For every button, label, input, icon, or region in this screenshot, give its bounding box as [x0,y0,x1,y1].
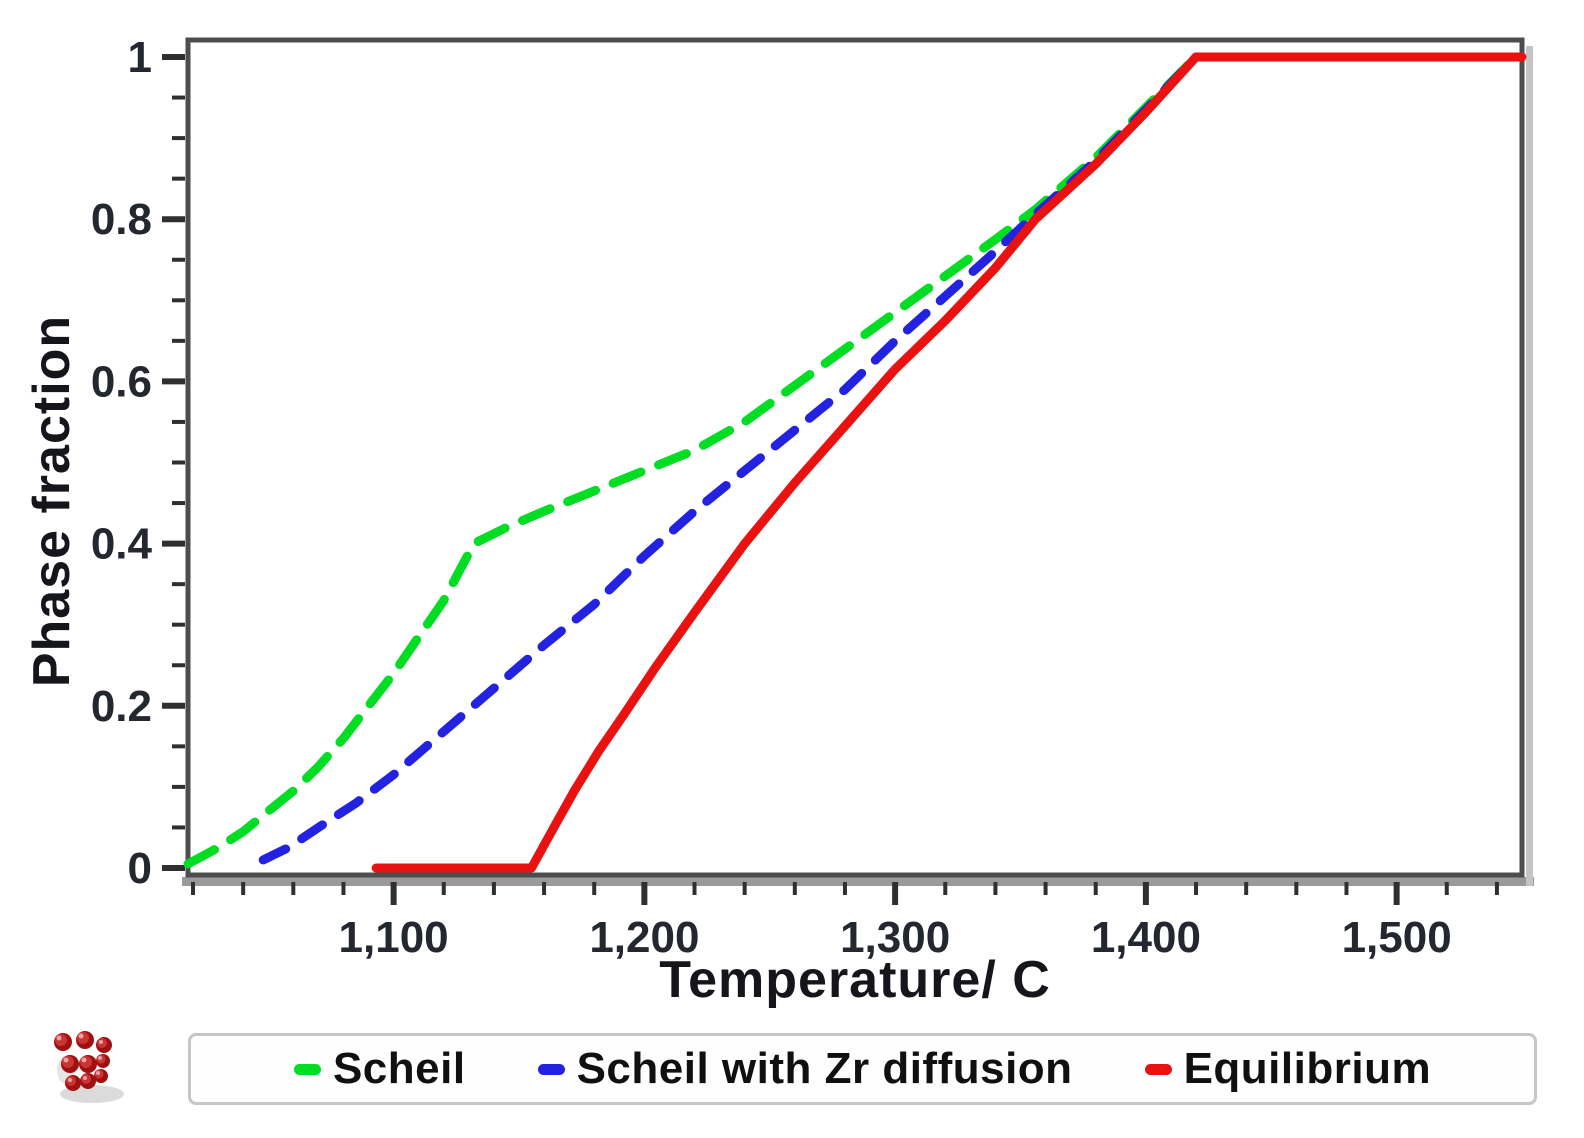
y-tick-label: 1 [128,33,152,82]
legend-swatch [293,1063,321,1075]
legend: Scheil Scheil with Zr diffusion Equilibriu… [188,1033,1537,1105]
x-tick-label: 1,100 [339,913,449,962]
plot-frame [185,37,1525,878]
y-tick-label: 0 [128,844,152,893]
legend-item: Scheil with Zr diffusion [537,1044,1073,1094]
legend-item: Scheil [293,1044,466,1094]
y-tick-label: 0.4 [91,520,153,569]
series-scheil [183,52,1201,869]
y-tick-label: 0.2 [91,682,152,731]
molecule-logo-icon [54,1031,124,1103]
legend-item-label: Equilibrium [1183,1044,1432,1093]
legend-swatch [1144,1063,1172,1075]
legend-item-label: Scheil [332,1044,466,1093]
legend-item: Equilibrium [1144,1044,1432,1094]
y-tick-label: 0.8 [91,195,152,244]
x-tick-label: 1,500 [1342,913,1452,962]
y-tick-label: 0.6 [91,357,152,406]
y-axis-title: Phase fraction [23,314,81,688]
x-axis-bevel [182,877,1534,886]
series-scheil-with-zr-diffusion [258,52,1201,865]
x-tick-label: 1,200 [589,913,699,962]
x-tick-label: 1,400 [1091,913,1201,962]
series-equilibrium [371,52,1527,873]
legend-item-label: Scheil with Zr diffusion [576,1044,1073,1093]
right-bevel [1526,46,1533,886]
legend-swatch [537,1063,565,1075]
x-axis-title: Temperature/ C [659,951,1051,1009]
x-tick-label: 1,300 [840,913,950,962]
